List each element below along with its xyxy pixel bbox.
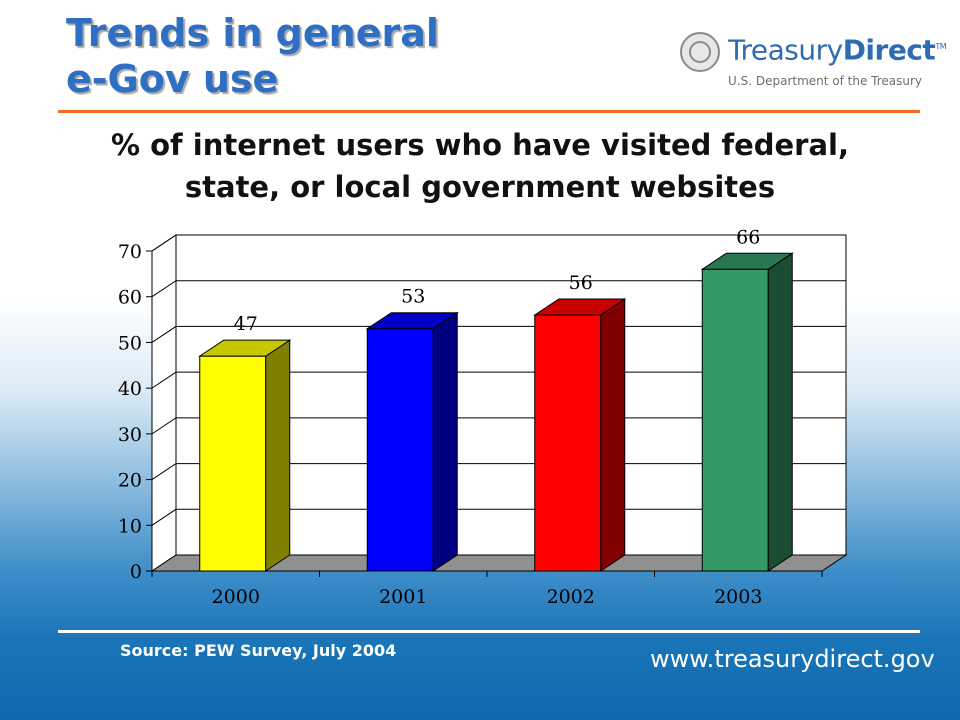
- data-label-2001: 53: [401, 286, 425, 308]
- y-tick-label-30: 30: [118, 424, 142, 446]
- y-tick-label-10: 10: [118, 515, 142, 537]
- y-tick-label-70: 70: [118, 241, 142, 263]
- footer-url: www.treasurydirect.gov: [650, 645, 935, 673]
- data-label-2002: 56: [569, 272, 593, 294]
- chart-caption: % of internet users who have visited fed…: [40, 124, 920, 208]
- header-divider: [58, 110, 920, 113]
- logo-name-part-2: Direct: [842, 33, 936, 67]
- data-label-2003: 66: [736, 226, 760, 248]
- bar-front-2000: [199, 355, 267, 572]
- x-tick-label-2001: 2001: [379, 586, 427, 608]
- bar-top-2001: [365, 312, 459, 330]
- bar-side-2003: [767, 252, 793, 572]
- bar-2001: [365, 311, 459, 572]
- bar-side-2002: [600, 298, 626, 572]
- x-tick-label-2003: 2003: [714, 586, 762, 608]
- bar-side-2001: [432, 311, 458, 572]
- source-note: Source: PEW Survey, July 2004: [120, 641, 397, 660]
- x-tick-label-2002: 2002: [547, 586, 595, 608]
- bar-front-2001: [366, 328, 434, 572]
- logo-wordmark: TreasuryDirectTM: [728, 30, 947, 67]
- treasury-seal-inner: [689, 41, 711, 63]
- bar-top-2003: [700, 252, 794, 270]
- chart-caption-line-1: % of internet users who have visited fed…: [110, 128, 850, 162]
- treasurydirect-logo: TreasuryDirectTM U.S. Department of the …: [680, 28, 947, 94]
- bar-2002: [533, 298, 627, 572]
- footer-divider: [58, 630, 920, 633]
- gridline-60: [151, 280, 846, 298]
- chart-side-wall: [151, 234, 177, 572]
- bar-top-2000: [198, 339, 292, 357]
- y-tick-label-0: 0: [130, 561, 142, 583]
- x-tick-label-2000: 2000: [212, 586, 260, 608]
- y-tick-label-40: 40: [118, 378, 142, 400]
- y-tick-label-50: 50: [118, 332, 142, 354]
- treasury-seal-icon: [680, 32, 720, 72]
- bar-front-2003: [701, 268, 769, 572]
- logo-tagline: U.S. Department of the Treasury: [728, 74, 923, 88]
- logo-trademark: TM: [935, 42, 947, 51]
- bar-top-2002: [533, 298, 627, 316]
- slide-title-line-2: e-Gov use: [66, 57, 279, 101]
- y-tick-label-20: 20: [118, 470, 142, 492]
- slide-title-line-1: Trends in general: [66, 11, 439, 55]
- logo-name-part-1: Treasury: [728, 33, 843, 67]
- slide-title: Trends in general e-Gov use: [66, 10, 439, 102]
- y-tick-label-60: 60: [118, 287, 142, 309]
- bar-2003: [700, 252, 794, 572]
- bar-2000: [198, 339, 292, 572]
- bar-front-2002: [534, 314, 602, 572]
- gridline-70: [151, 234, 846, 252]
- bar-side-2000: [265, 339, 291, 572]
- data-label-2000: 47: [234, 313, 258, 335]
- chart-caption-line-2: state, or local government websites: [184, 170, 776, 204]
